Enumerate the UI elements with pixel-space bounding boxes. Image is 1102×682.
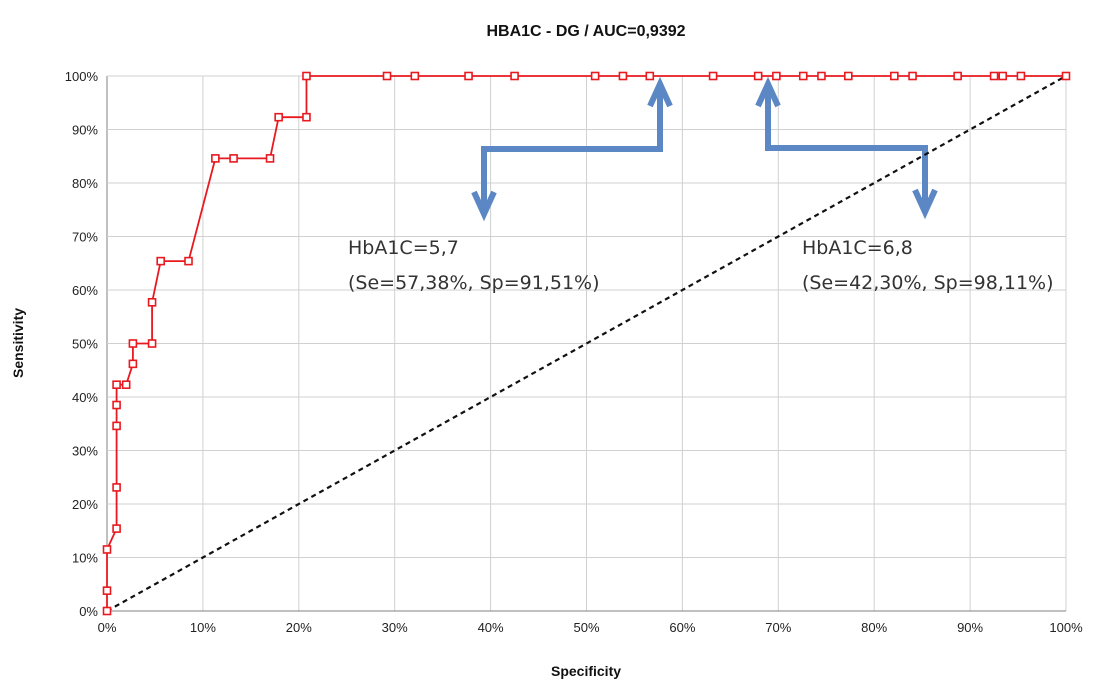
roc-point-marker [128, 339, 138, 348]
annotation-2-arrow-shaft [765, 86, 928, 210]
y-tick-label: 80% [72, 176, 98, 191]
reference-diagonal-line [106, 75, 1067, 612]
roc-point-marker [112, 421, 121, 431]
roc-point-marker [708, 71, 718, 81]
roc-point-marker [229, 154, 238, 163]
x-axis-title: Specificity [551, 663, 621, 679]
series-layer [102, 71, 1071, 616]
roc-point-marker [382, 71, 392, 81]
x-tick-label: 0% [98, 620, 117, 635]
annotations: HbA1C=5,7 (Se=57,38%, Sp=91,51%) HbA1C=6… [348, 237, 1054, 294]
roc-point-marker [102, 606, 112, 616]
roc-point-marker [410, 71, 420, 81]
roc-point-marker [1061, 71, 1071, 81]
roc-point-marker [998, 71, 1008, 81]
roc-point-marker [590, 71, 600, 81]
roc-point-marker [147, 298, 157, 307]
roc-point-marker [989, 71, 999, 81]
annotation-2-arrowhead-down [912, 188, 938, 220]
roc-point-marker [645, 71, 655, 81]
roc-point-marker [147, 339, 157, 348]
x-tick-label: 70% [765, 620, 791, 635]
x-tick-label: 50% [573, 620, 599, 635]
roc-point-marker [112, 524, 121, 533]
roc-point-marker [274, 112, 283, 122]
roc-point-marker [618, 71, 628, 81]
roc-point-marker [817, 71, 826, 81]
roc-point-marker [128, 359, 138, 369]
y-axis-title: Sensitivity [10, 308, 26, 378]
roc-point-marker [753, 71, 763, 81]
x-tick-label: 10% [190, 620, 216, 635]
y-tick-label: 10% [72, 551, 98, 566]
roc-point-marker [184, 256, 193, 266]
annotation-1-line2: (Se=57,38%, Sp=91,51%) [348, 272, 600, 294]
roc-point-marker [121, 380, 131, 389]
y-tick-label: 70% [72, 230, 98, 245]
y-tick-label: 0% [79, 604, 98, 619]
roc-point-marker [102, 586, 112, 595]
y-tick-label: 90% [72, 123, 98, 138]
x-tick-label: 90% [957, 620, 983, 635]
roc-point-marker [112, 400, 121, 410]
roc-point-marker [102, 545, 112, 554]
annotation-1-line1: HbA1C=5,7 [348, 237, 459, 259]
roc-point-marker [772, 71, 781, 81]
annotation-arrows [471, 76, 938, 222]
roc-point-marker [265, 154, 275, 163]
roc-point-marker [908, 71, 917, 81]
x-tick-label: 60% [669, 620, 695, 635]
x-tick-label: 100% [1049, 620, 1083, 635]
roc-point-marker [302, 112, 311, 122]
annotation-1-arrowhead-up [647, 76, 673, 108]
roc-point-marker [798, 71, 808, 81]
roc-point-marker [953, 71, 962, 81]
roc-point-marker [890, 71, 899, 81]
annotation-1-arrow-shaft [481, 86, 663, 212]
roc-point-marker [302, 71, 311, 81]
roc-point-marker [844, 71, 853, 81]
y-tick-label: 100% [65, 69, 99, 84]
x-tick-label: 80% [861, 620, 887, 635]
roc-point-marker [510, 71, 519, 81]
y-tick-label: 40% [72, 390, 98, 405]
roc-point-marker [1016, 71, 1026, 81]
annotation-2-line1: HbA1C=6,8 [802, 237, 913, 259]
y-tick-label: 30% [72, 444, 98, 459]
roc-point-marker [211, 154, 220, 163]
roc-point-marker [112, 380, 121, 389]
roc-point-marker [464, 71, 473, 81]
y-tick-label: 20% [72, 497, 98, 512]
x-tick-label: 40% [478, 620, 504, 635]
chart-title: HBA1C - DG / AUC=0,9392 [486, 23, 685, 40]
x-tick-label: 30% [382, 620, 408, 635]
annotation-2-line2: (Se=42,30%, Sp=98,11%) [802, 272, 1054, 294]
annotation-2-arrowhead-up [755, 76, 781, 108]
y-tick-label: 50% [72, 337, 98, 352]
roc-point-marker [112, 483, 121, 492]
roc-point-marker [156, 256, 166, 266]
y-tick-label: 60% [72, 283, 98, 298]
tick-labels: 0% 10% 20% 30% 40% 50% 60% 70% 80% 90% 100% 0% 10% 20… [65, 69, 1083, 635]
x-tick-label: 20% [286, 620, 312, 635]
annotation-1-arrowhead-down [471, 190, 497, 222]
